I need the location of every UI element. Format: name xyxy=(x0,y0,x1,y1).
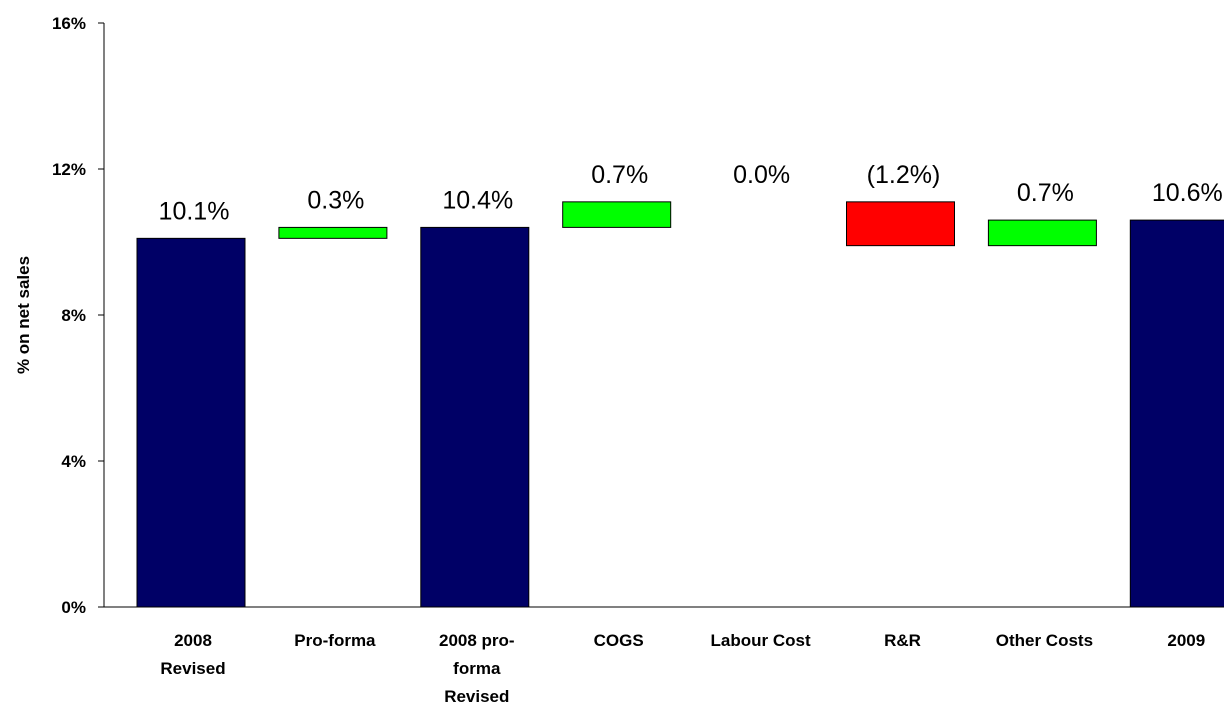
category-label: 2008 xyxy=(174,631,212,650)
data-labels: 10.1% 0.3% 10.4% 0.7% 0.0% (1.2%) 0.7% 10.6% xyxy=(159,161,1223,226)
data-label: 10.4% xyxy=(442,186,513,214)
category-label: 2009 xyxy=(1167,631,1205,650)
bar-total xyxy=(136,237,246,608)
bar-total xyxy=(1129,219,1224,608)
bar-increase xyxy=(278,226,388,239)
category-label: COGS xyxy=(594,631,644,650)
category-label: R&R xyxy=(884,631,921,650)
category-label: Revised xyxy=(160,659,225,678)
axes: 0% 4% 8% 12% 16% xyxy=(52,14,1224,617)
bar-decrease xyxy=(846,201,955,247)
data-label: 0.7% xyxy=(1017,179,1074,207)
category-label: 2008 pro- xyxy=(439,631,515,650)
data-label: 10.6% xyxy=(1152,179,1223,207)
y-tick-label: 4% xyxy=(61,452,86,471)
y-tick-label: 0% xyxy=(61,598,86,617)
category-label: Revised xyxy=(444,687,509,706)
category-label: Pro-forma xyxy=(294,631,376,650)
category-label: Other Costs xyxy=(996,631,1093,650)
data-label: (1.2%) xyxy=(867,161,941,189)
bar-total xyxy=(420,226,530,608)
data-label: 10.1% xyxy=(159,197,230,225)
data-label: 0.0% xyxy=(733,161,790,189)
category-label: forma xyxy=(453,659,501,678)
y-tick-label: 16% xyxy=(52,14,86,33)
bars xyxy=(136,201,1224,608)
bar-increase xyxy=(987,219,1097,247)
data-label: 0.7% xyxy=(591,161,648,189)
category-labels: 2008 Revised Pro-forma 2008 pro-forma Revise… xyxy=(160,631,1205,706)
y-axis-title: % on net sales xyxy=(14,256,33,374)
y-tick-label: 12% xyxy=(52,160,86,179)
y-tick-label: 8% xyxy=(61,306,86,325)
bar-increase xyxy=(562,201,672,228)
data-label: 0.3% xyxy=(307,186,364,214)
category-label: Labour Cost xyxy=(711,631,811,650)
